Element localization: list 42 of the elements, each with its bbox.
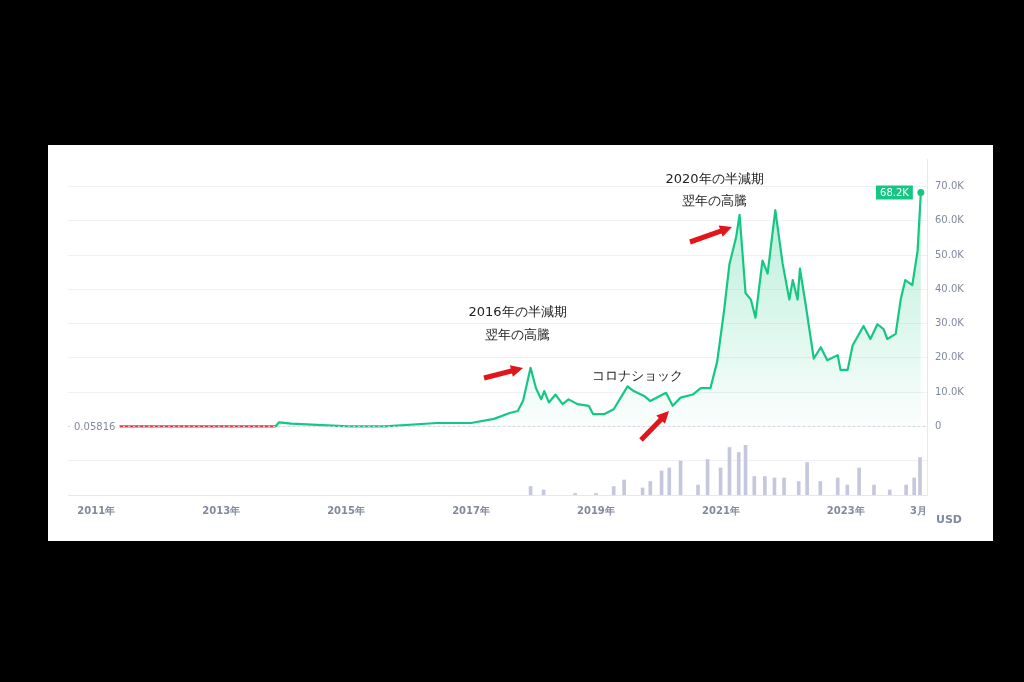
ref-line-label: 0.05816: [74, 421, 116, 433]
bar: [752, 476, 757, 495]
y-tick-label: 30.0K: [935, 317, 965, 329]
y-tick-label: 0: [935, 420, 942, 432]
x-tick-label: 2017年: [452, 504, 490, 516]
x-tick-label: 2013年: [202, 504, 241, 516]
x-tick-label: 2023年: [826, 504, 865, 516]
bar: [622, 479, 626, 495]
y-tick-label: 50.0K: [935, 248, 965, 260]
bar: [845, 484, 850, 495]
bar: [912, 477, 916, 495]
annotation: 68.2K: [880, 187, 910, 199]
bar: [763, 476, 767, 495]
bar: [796, 481, 801, 495]
x-tick-label: 2011年: [77, 504, 116, 516]
y-tick-label: 20.0K: [935, 351, 965, 363]
annotation: コロナショック: [592, 368, 684, 384]
bar: [857, 467, 861, 495]
bar: [805, 462, 809, 495]
x-tick-label: 2021年: [702, 504, 740, 516]
bar: [611, 486, 616, 495]
x-tick-label: 3月: [909, 504, 927, 516]
x-tick-label: 2015年: [327, 504, 365, 516]
y-tick-label: 40.0K: [935, 282, 965, 294]
bar: [782, 477, 786, 495]
bar: [887, 489, 892, 495]
x-tick-label: 2019年: [577, 504, 615, 516]
bar: [835, 477, 840, 495]
bar: [667, 467, 672, 495]
annotation: 2020年の半減期翌年の高騰: [665, 171, 764, 209]
y-axis-title: USD: [936, 513, 962, 526]
bar: [648, 481, 653, 495]
bar: [918, 457, 922, 495]
y-tick-label: 10.0K: [935, 385, 965, 397]
bar: [736, 452, 741, 495]
y-tick-label: 60.0K: [935, 214, 965, 226]
bar: [696, 484, 700, 495]
y-tick-label: 70.0K: [935, 180, 965, 192]
bar: [904, 484, 908, 495]
annotation: 2016年の半減期翌年の高騰: [468, 304, 567, 343]
bar: [872, 484, 876, 495]
bar: [818, 481, 823, 495]
